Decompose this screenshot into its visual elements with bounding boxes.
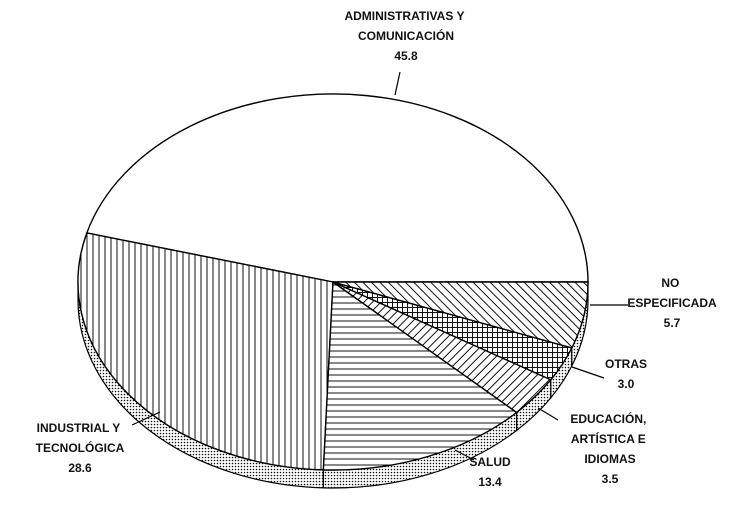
pie-slice	[77, 232, 334, 471]
leader-line	[537, 407, 559, 421]
slice-label: NO ESPECIFICADA	[627, 276, 717, 310]
label-line: ESPECIFICADA	[627, 296, 717, 310]
label-line: EDUCACIÓN,	[570, 411, 649, 426]
label-line: IDIOMAS	[584, 452, 635, 466]
leader-line	[131, 411, 161, 426]
value-label: 5.7	[664, 316, 681, 330]
label-line: ADMINISTRATIVAS Y	[344, 9, 467, 23]
pie-slice	[332, 281, 589, 349]
value-label: 3.0	[618, 377, 635, 391]
leader-line	[571, 366, 605, 379]
pie-slice	[322, 280, 518, 471]
value-label: 13.4	[478, 475, 502, 489]
label-line: ARTÍSTICA E	[571, 431, 649, 446]
label-line: OTRAS	[605, 357, 647, 371]
label-line: COMUNICACIÓN	[358, 28, 454, 43]
value-label: 28.6	[68, 461, 92, 475]
pie-slice	[85, 93, 589, 283]
label-line: TECNOLÓGICA	[36, 440, 125, 455]
label-line: NO	[661, 276, 682, 290]
slice-label: INDUSTRIAL Y TECNOLÓGICA	[36, 421, 125, 455]
value-label: 45.8	[394, 49, 418, 63]
label-line: INDUSTRIAL Y	[37, 421, 124, 435]
value-label: 3.5	[602, 472, 619, 486]
slice-label: SALUD	[469, 455, 511, 469]
leader-line	[454, 449, 475, 461]
slice-label: EDUCACIÓN, ARTÍSTICA E IDIOMAS	[570, 411, 649, 466]
label-line: SALUD	[469, 455, 511, 469]
slice-label: ADMINISTRATIVAS Y COMUNICACIÓN	[344, 9, 467, 43]
slice-label: OTRAS	[605, 357, 647, 371]
leader-line	[394, 71, 401, 96]
